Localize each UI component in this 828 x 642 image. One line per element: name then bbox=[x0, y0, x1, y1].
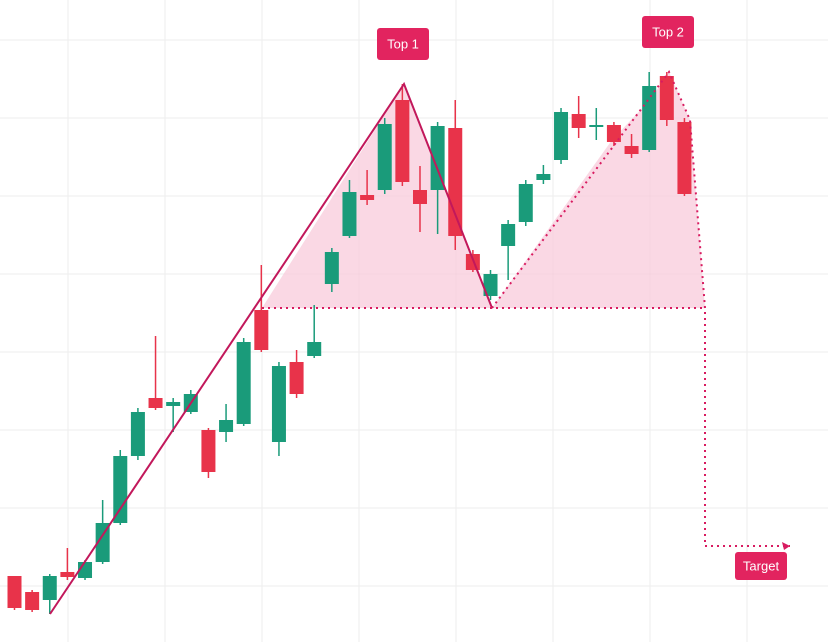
candle-body bbox=[554, 112, 569, 160]
candle-body bbox=[412, 190, 427, 204]
label-box bbox=[735, 552, 787, 580]
candle-body bbox=[536, 174, 551, 180]
candle-body bbox=[659, 76, 674, 120]
candle-body bbox=[642, 86, 657, 150]
candle-body bbox=[166, 402, 181, 406]
candle-body bbox=[25, 592, 40, 610]
candle-body bbox=[606, 125, 621, 142]
candle-body bbox=[201, 430, 216, 472]
candle-body bbox=[130, 412, 145, 456]
candle-body bbox=[324, 252, 339, 284]
pattern-fill bbox=[262, 84, 492, 308]
pattern-line bbox=[49, 81, 493, 615]
candle-body bbox=[289, 362, 304, 394]
candle-body bbox=[236, 342, 251, 424]
candle-body bbox=[254, 310, 269, 350]
candle-body bbox=[113, 456, 128, 523]
candle-body bbox=[448, 128, 463, 236]
candle-body bbox=[501, 224, 516, 246]
label-box bbox=[377, 28, 429, 60]
candle-body bbox=[342, 192, 357, 236]
candle-body bbox=[307, 342, 322, 356]
candle-body bbox=[395, 100, 410, 182]
label-box bbox=[642, 16, 694, 48]
candle-body bbox=[360, 195, 375, 200]
candle-body bbox=[589, 125, 604, 127]
candle-body bbox=[219, 420, 234, 432]
candle-body bbox=[571, 114, 586, 128]
candle-body bbox=[518, 184, 533, 222]
candle-body bbox=[677, 122, 692, 194]
label: Target bbox=[743, 558, 780, 573]
candle-body bbox=[624, 146, 639, 154]
candle-body bbox=[148, 398, 163, 408]
candle-body bbox=[95, 523, 110, 562]
candle-body bbox=[7, 576, 22, 608]
label: Top 1 bbox=[387, 36, 419, 51]
candles bbox=[7, 72, 692, 614]
candle-body bbox=[271, 366, 286, 442]
arrow-head bbox=[782, 542, 790, 550]
candle-body bbox=[430, 126, 445, 190]
candle-body bbox=[377, 124, 392, 190]
candle-body bbox=[483, 274, 498, 296]
candle-body bbox=[60, 572, 75, 577]
candle-body bbox=[42, 576, 57, 600]
label: Top 2 bbox=[652, 24, 684, 39]
